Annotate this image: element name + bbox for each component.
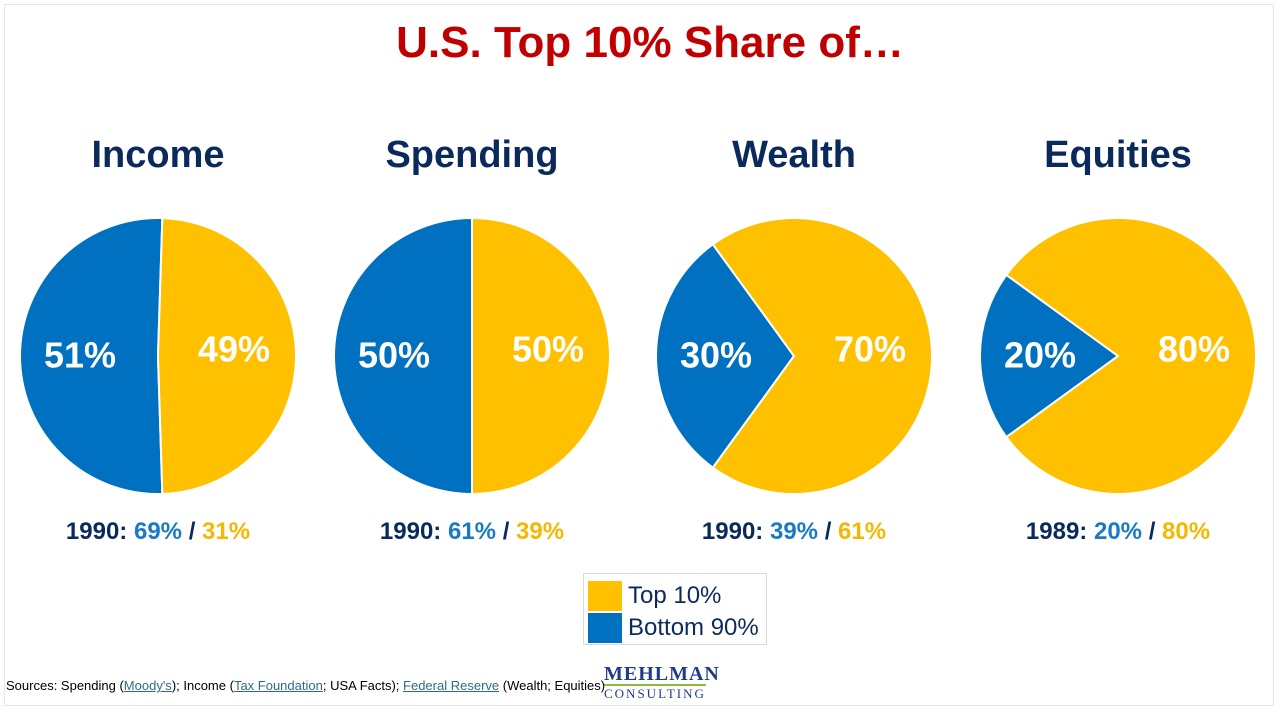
- legend-swatch-bottom90: [588, 613, 622, 643]
- pie-slice-bottom90: [979, 273, 1120, 439]
- pie-slice-top10: [711, 217, 933, 495]
- historical-slash: /: [1148, 518, 1156, 545]
- pie-chart-spending: Spending 50% 50% 1990: 61% / 39%: [322, 130, 622, 560]
- historical-sep: :: [119, 518, 128, 545]
- pie-svg: 80% 20%: [979, 217, 1257, 495]
- pie-title: Wealth: [732, 134, 856, 176]
- company-logo: MEHLMAN CONSULTING: [604, 663, 720, 703]
- pie-title: Income: [91, 134, 225, 176]
- logo-subtitle: CONSULTING: [604, 684, 706, 701]
- historical-share: 1990: 69% / 31%: [8, 518, 308, 546]
- sources-text: ; USA Facts);: [322, 678, 404, 693]
- pie-label-top10: 80%: [1158, 329, 1230, 370]
- source-link-tax-foundation[interactable]: Tax Foundation: [233, 678, 323, 693]
- historical-year: 1989: [1025, 518, 1080, 545]
- historical-bottom: 61%: [447, 518, 497, 545]
- legend-item-bottom90: Bottom 90%: [588, 612, 759, 644]
- historical-top: 31%: [202, 518, 251, 545]
- pie-label-bottom90: 50%: [358, 335, 430, 376]
- historical-year: 1990: [65, 518, 120, 545]
- sources-text: Sources: Spending (: [6, 678, 124, 693]
- sources-text: (Wealth; Equities): [499, 678, 606, 693]
- historical-share: 1989: 20% / 80%: [968, 518, 1268, 546]
- historical-slash: /: [502, 518, 510, 545]
- pie-label-top10: 49%: [198, 329, 270, 370]
- historical-year: 1990: [701, 518, 756, 545]
- sources-note: Sources: Spending (Moody's); Income (Tax…: [6, 678, 605, 693]
- historical-slash: /: [824, 518, 832, 545]
- historical-bottom: 20%: [1093, 518, 1143, 545]
- pie-chart-equities: Equities 80% 20% 1989: 20% / 80%: [968, 130, 1268, 560]
- historical-year: 1990: [379, 518, 434, 545]
- pie-title: Spending: [385, 134, 559, 176]
- pie-slice-top10: [156, 217, 298, 495]
- pie-slice-top10: [1004, 217, 1257, 495]
- historical-top: 39%: [516, 518, 565, 545]
- legend: Top 10% Bottom 90%: [583, 573, 767, 645]
- historical-bottom: 39%: [769, 518, 819, 545]
- pie-label-top10: 70%: [834, 329, 906, 370]
- pie-svg: 50% 50%: [333, 216, 611, 496]
- historical-slash: /: [188, 518, 196, 545]
- historical-sep: :: [1079, 518, 1088, 545]
- legend-item-top10: Top 10%: [588, 580, 721, 612]
- pie-slice-bottom90: [333, 216, 473, 496]
- sources-text: ); Income (: [171, 678, 234, 693]
- pie-label-bottom90: 20%: [1004, 335, 1076, 376]
- pie-title: Equities: [1044, 134, 1192, 176]
- pie-slice-top10: [471, 216, 611, 496]
- pie-slice-bottom90: [655, 242, 796, 470]
- source-link-federal-reserve[interactable]: Federal Reserve: [403, 678, 500, 693]
- pie-svg: 49% 51%: [19, 217, 298, 495]
- pie-label-bottom90: 51%: [44, 335, 116, 376]
- historical-share: 1990: 61% / 39%: [322, 518, 622, 546]
- pie-label-top10: 50%: [512, 329, 584, 370]
- pie-svg: 70% 30%: [655, 217, 933, 495]
- slide-frame: [4, 4, 1274, 706]
- logo-wordmark: MEHLMAN: [604, 663, 720, 685]
- main-title: U.S. Top 10% Share of…: [396, 18, 904, 67]
- pie-chart-wealth: Wealth 70% 30% 1990: 39% / 61%: [644, 130, 944, 560]
- pie-slice-bottom90: [19, 217, 164, 495]
- historical-top: 61%: [838, 518, 887, 545]
- pie-chart-income: Income 49% 51% 1990: 69% / 31%: [8, 130, 308, 560]
- source-link-moodys[interactable]: Moody's: [123, 678, 172, 693]
- historical-sep: :: [433, 518, 442, 545]
- legend-label-top10: Top 10%: [628, 582, 722, 609]
- historical-top: 80%: [1162, 518, 1211, 545]
- historical-sep: :: [755, 518, 764, 545]
- legend-swatch-top10: [588, 581, 622, 611]
- historical-bottom: 69%: [133, 518, 183, 545]
- historical-share: 1990: 39% / 61%: [644, 518, 944, 546]
- pie-label-bottom90: 30%: [680, 335, 752, 376]
- legend-label-bottom90: Bottom 90%: [628, 614, 759, 641]
